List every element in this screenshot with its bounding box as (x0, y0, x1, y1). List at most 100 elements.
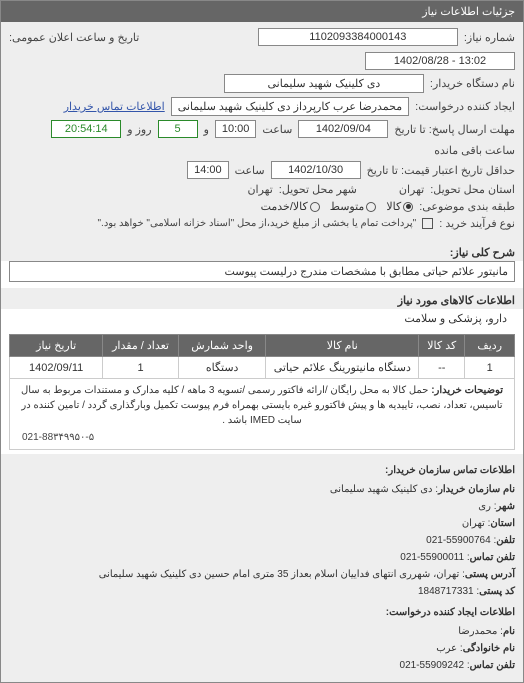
req-phone-value: 021-55909242 (400, 657, 465, 674)
radio-label-1: کالا (386, 200, 401, 213)
radio-label-2: متوسط (330, 200, 365, 213)
notes-row: توضیحات خریدار: حمل کالا به محل رایگان /… (10, 379, 515, 450)
radio-circle-icon (366, 202, 376, 212)
city-value: تهران (247, 183, 272, 196)
cell-code: -- (419, 357, 465, 379)
public-datetime-label: تاریخ و ساعت اعلان عمومی: (9, 31, 139, 44)
req-name-value: محمدرضا (458, 626, 497, 637)
row-group: طبقه بندی موضوعی: کالا متوسط کالا/خدمت (9, 200, 515, 213)
header-title: جزئیات اطلاعات نیاز (422, 6, 515, 18)
ct-address-label: آدرس پستی (465, 569, 515, 580)
contact-block: اطلاعات تماس سازمان خریدار: نام سازمان خ… (1, 454, 523, 682)
ct-province-label: استان (490, 518, 515, 529)
row-location: استان محل تحویل: تهران شهر محل تحویل: ته… (9, 183, 515, 196)
subject-value: مانیتور علائم حیاتی مطابق با مشخصات مندر… (9, 261, 515, 282)
contact-line: نام خانوادگی: عرب (9, 640, 515, 657)
org-label: نام سازمان خریدار (438, 484, 515, 495)
creator-label: ایجاد کننده درخواست: (415, 100, 515, 113)
cell-date: 1402/09/11 (10, 357, 103, 379)
min-valid-time: 14:00 (187, 161, 229, 179)
public-datetime-value: 1402/08/28 - 13:02 (365, 52, 515, 70)
org-value: دی کلینیک شهید سلیمانی (330, 484, 433, 495)
row-min-valid: حداقل تاریخ اعتبار قیمت: تا تاریخ 1402/1… (9, 161, 515, 179)
col-idx: ردیف (465, 335, 515, 357)
row-creator: ایجاد کننده درخواست: محمدرضا عرب کارپردا… (9, 97, 515, 116)
col-name: نام کالا (266, 335, 419, 357)
cell-qty: 1 (103, 357, 179, 379)
items-category: دارو، پزشکی و سلامت (9, 309, 515, 328)
row-process: نوع فرآیند خرید : "پرداخت تمام یا بخشی ا… (9, 217, 515, 230)
ct-phone-value: 021-55900764 (426, 532, 491, 549)
contact-line: کد پستی: 1848717331 (9, 583, 515, 600)
radio-circle-icon (310, 202, 320, 212)
contact-line: استان: تهران (9, 515, 515, 532)
contact-line: تلفن: 021-55900764 (9, 532, 515, 549)
items-section-title: اطلاعات کالاهای مورد نیاز (1, 288, 523, 309)
min-valid-label: حداقل تاریخ اعتبار قیمت: تا تاریخ (367, 164, 515, 177)
radio-service[interactable]: کالا/خدمت (261, 200, 320, 213)
req-name-label: نام (503, 626, 515, 637)
notes-phone: 021-88۳۴۹۹۵۰-۵ (14, 430, 510, 445)
cell-unit: دستگاه (178, 357, 266, 379)
cell-name: دستگاه مانیتورینگ علائم حیاتی (266, 357, 419, 379)
req-creator-title: اطلاعات ایجاد کننده درخواست: (9, 604, 515, 621)
group-radio-group: کالا متوسط کالا/خدمت (261, 200, 414, 213)
ct-postal-label: کد پستی (479, 586, 515, 597)
items-table: ردیف کد کالا نام کالا واحد شمارش تعداد /… (9, 334, 515, 450)
and-label: و (204, 123, 209, 136)
page-container: جزئیات اطلاعات نیاز شماره نیاز: 11020933… (0, 0, 524, 683)
notes-cell: توضیحات خریدار: حمل کالا به محل رایگان /… (10, 379, 515, 450)
process-checkbox[interactable] (422, 218, 433, 229)
time-unit: ساعت باقی مانده (434, 144, 515, 157)
form-area: شماره نیاز: 1102093384000143 تاریخ و ساع… (1, 22, 523, 240)
time-left: 20:54:14 (51, 120, 121, 138)
deadline-label: مهلت ارسال پاسخ: تا تاریخ (394, 123, 515, 136)
col-code: کد کالا (419, 335, 465, 357)
req-family-label: نام خانوادگی (463, 643, 515, 654)
table-row: 1 -- دستگاه مانیتورینگ علائم حیاتی دستگا… (10, 357, 515, 379)
deadline-time: 10:00 (215, 120, 257, 138)
min-valid-date: 1402/10/30 (271, 161, 361, 179)
contact-link[interactable]: اطلاعات تماس خریدار (64, 100, 165, 113)
radio-label-3: کالا/خدمت (261, 200, 308, 213)
cell-idx: 1 (465, 357, 515, 379)
ct-fax-label: تلفن تماس (470, 552, 515, 563)
contact-title: اطلاعات تماس سازمان خریدار: (9, 462, 515, 479)
ct-province-value: تهران (462, 518, 485, 529)
buyer-label: نام دستگاه خریدار: (430, 77, 515, 90)
req-phone-label: تلفن تماس (470, 660, 515, 671)
header-bar: جزئیات اطلاعات نیاز (1, 1, 523, 22)
row-request-no: شماره نیاز: 1102093384000143 تاریخ و ساع… (9, 28, 515, 70)
ct-city-value: ری (478, 501, 491, 512)
ct-postal-value: 1848717331 (418, 583, 474, 600)
row-buyer: نام دستگاه خریدار: دی کلینیک شهید سلیمان… (9, 74, 515, 93)
subject-label: شرح کلی نیاز: (1, 240, 523, 261)
deadline-date: 1402/09/04 (298, 120, 388, 138)
radio-circle-icon (403, 202, 413, 212)
col-date: تاریخ نیاز (10, 335, 103, 357)
buyer-value: دی کلینیک شهید سلیمانی (224, 74, 424, 93)
contact-line: نام: محمدرضا (9, 623, 515, 640)
contact-line: تلفن تماس: 021-55900011 (9, 549, 515, 566)
contact-line: آدرس پستی: تهران، شهرری انتهای فداییان ا… (9, 566, 515, 583)
group-label: طبقه بندی موضوعی: (419, 200, 515, 213)
request-no-label: شماره نیاز: (464, 31, 515, 44)
contact-line: نام سازمان خریدار: دی کلینیک شهید سلیمان… (9, 481, 515, 498)
radio-medium[interactable]: متوسط (330, 200, 377, 213)
ct-phone-label: تلفن (496, 535, 515, 546)
ct-city-label: شهر (496, 501, 515, 512)
request-no-value: 1102093384000143 (258, 28, 458, 46)
creator-value: محمدرضا عرب کارپرداز دی کلینیک شهید سلیم… (171, 97, 409, 116)
city-label: شهر محل تحویل: (279, 183, 357, 196)
time-label-2: ساعت (235, 164, 265, 177)
ct-fax-value: 021-55900011 (400, 549, 464, 566)
req-family-value: عرب (436, 643, 457, 654)
table-header-row: ردیف کد کالا نام کالا واحد شمارش تعداد /… (10, 335, 515, 357)
contact-line: تلفن تماس: 021-55909242 (9, 657, 515, 674)
radio-kala[interactable]: کالا (386, 200, 413, 213)
time-label-1: ساعت (262, 123, 292, 136)
process-note: "پرداخت تمام یا بخشی از مبلغ خرید،از محل… (98, 218, 417, 229)
contact-line: شهر: ری (9, 498, 515, 515)
col-unit: واحد شمارش (178, 335, 266, 357)
ct-address-value: تهران، شهرری انتهای فداییان اسلام بعداز … (99, 569, 460, 580)
